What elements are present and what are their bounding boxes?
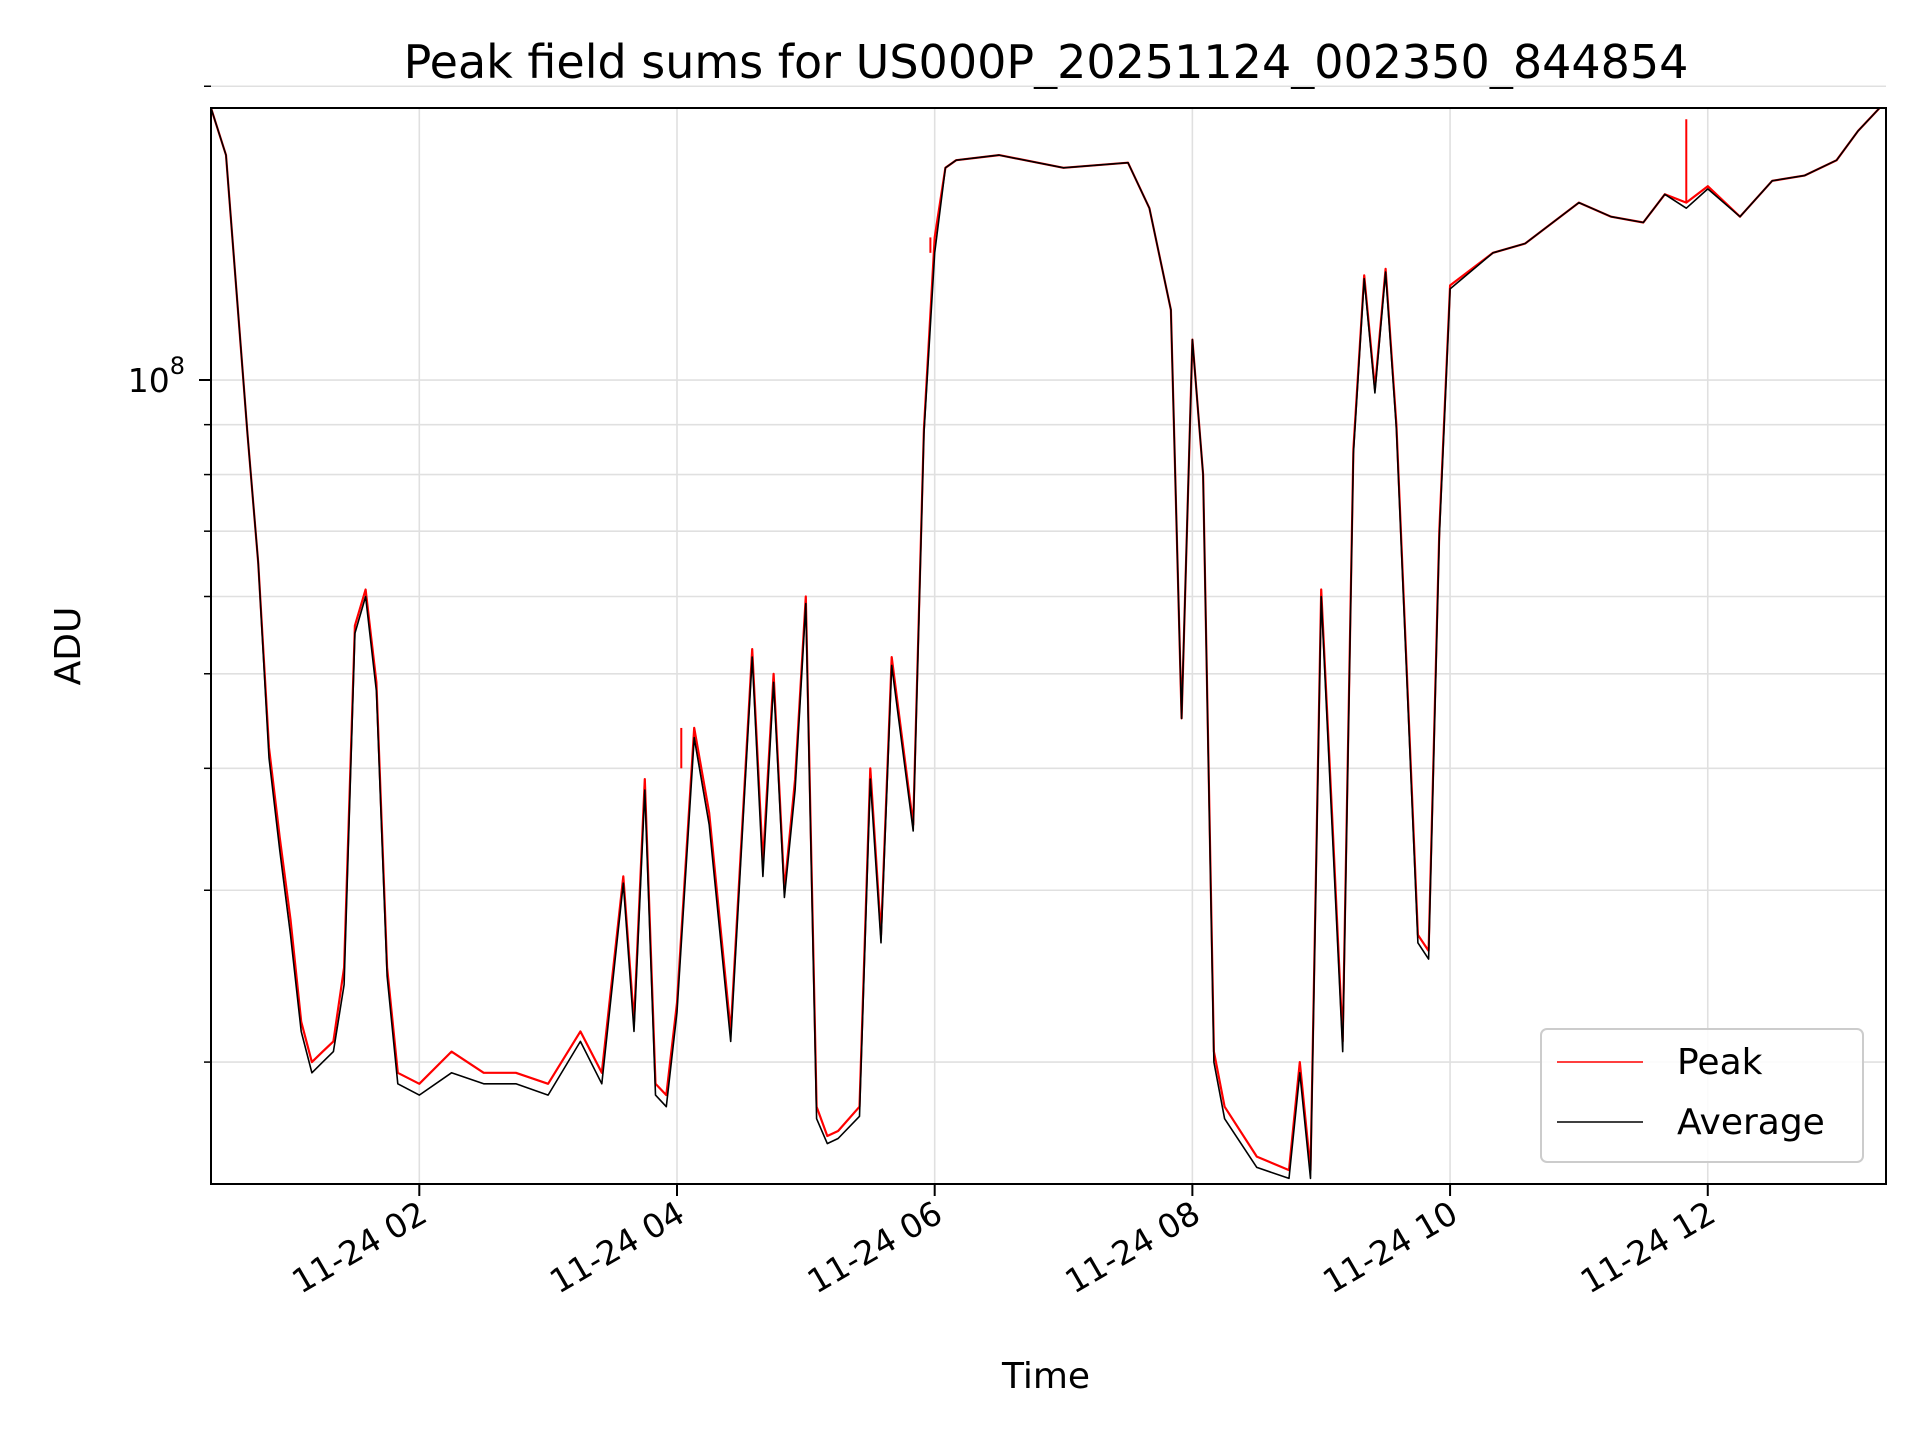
- chart-title: Peak field sums for US000P_20251124_0023…: [404, 35, 1689, 89]
- plot-frame: [210, 107, 1887, 1185]
- y-axis-label: ADU: [48, 607, 89, 686]
- y-tick-exponent: 8: [170, 352, 185, 380]
- x-axis-label: Time: [1001, 1356, 1090, 1397]
- legend-label-average: Average: [1677, 1102, 1825, 1143]
- series-lines: [209, 107, 1881, 1180]
- grid: [211, 85, 1886, 1184]
- series-line-average: [210, 107, 1881, 1180]
- legend: Peak Average: [1540, 1028, 1864, 1163]
- legend-label-peak: Peak: [1677, 1042, 1763, 1083]
